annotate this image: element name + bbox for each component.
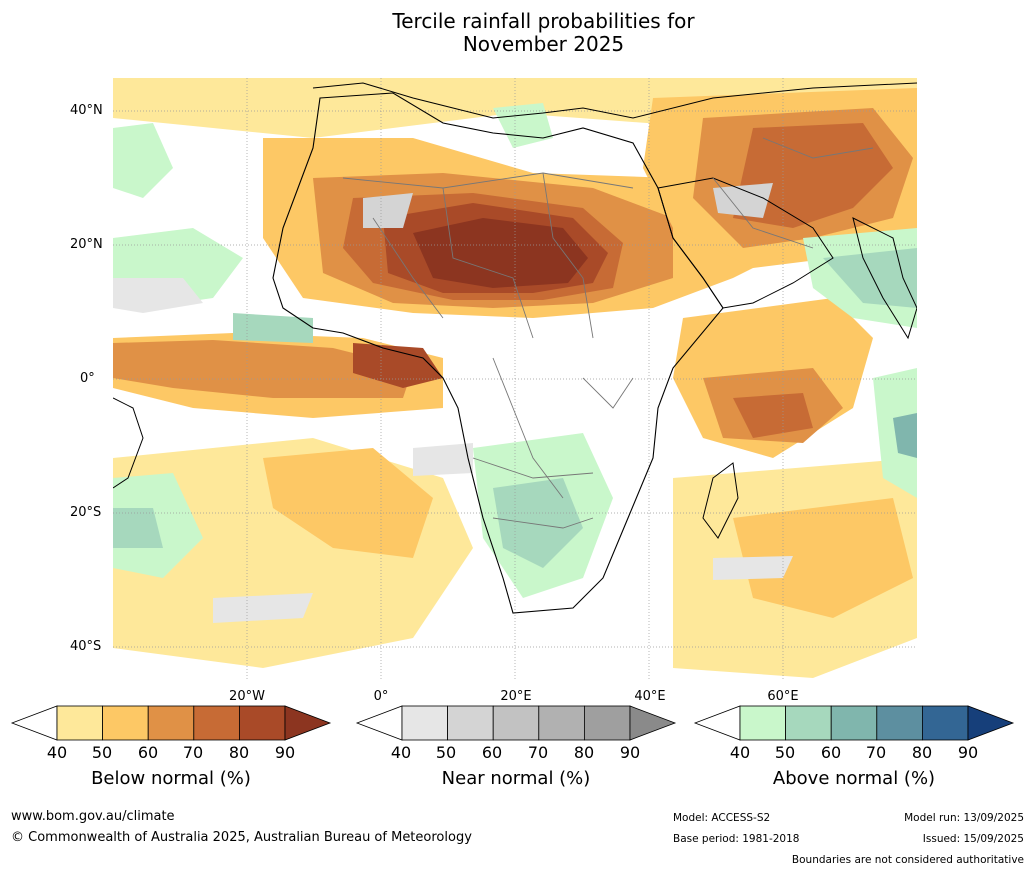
tick: 40 <box>729 743 751 762</box>
tick: 90 <box>619 743 641 762</box>
africa-coastline <box>272 92 724 614</box>
colorbar-segment <box>830 705 878 741</box>
below-normal-title: Below normal (%) <box>91 768 251 789</box>
disclaimer-text: Boundaries are not considered authoritat… <box>791 854 1024 866</box>
lat-label-20n: 20°N <box>70 237 103 252</box>
lat-label-20s: 20°S <box>70 505 102 520</box>
base-period-text: Base period: 1981-2018 <box>673 833 800 845</box>
colorbar-segment <box>193 705 240 741</box>
colorbar-segment <box>56 705 103 741</box>
colorbar-under-arrow <box>10 705 58 741</box>
colorbar-over-arrow <box>967 705 1015 741</box>
rainfall-probability-map <box>113 78 917 681</box>
above-normal-title: Above normal (%) <box>772 768 936 789</box>
tick: 60 <box>481 743 503 762</box>
tick: 50 <box>435 743 457 762</box>
lat-label-40s: 40°S <box>70 639 102 654</box>
tick: 50 <box>774 743 796 762</box>
colorbar-segment <box>238 705 286 741</box>
near-normal-colorbar <box>355 705 677 741</box>
copyright-text: © Commonwealth of Australia 2025, Austra… <box>11 830 472 845</box>
below-normal-colorbar <box>10 705 332 741</box>
colorbar-segment <box>785 705 832 741</box>
tick: 70 <box>865 743 887 762</box>
model-run-text: Model run: 13/09/2025 <box>904 812 1024 824</box>
colorbar-segment <box>447 705 494 741</box>
tick: 70 <box>182 743 204 762</box>
near-normal-title: Near normal (%) <box>441 768 591 789</box>
tick: 80 <box>911 743 933 762</box>
colorbar-segment <box>147 705 195 741</box>
tick: 80 <box>573 743 595 762</box>
tick: 90 <box>957 743 979 762</box>
colorbar-segment <box>492 705 540 741</box>
colorbar-segment <box>401 705 448 741</box>
map-svg <box>113 78 917 681</box>
colorbar-over-arrow <box>629 705 677 741</box>
lon-label-0: 0° <box>373 689 389 704</box>
colorbar-segment <box>538 705 585 741</box>
title-line-1: Tercile rainfall probabilities for <box>392 9 695 33</box>
tick: 60 <box>820 743 842 762</box>
tick: 40 <box>46 743 68 762</box>
colorbar-segment <box>876 705 923 741</box>
tick: 50 <box>91 743 113 762</box>
model-text: Model: ACCESS-S2 <box>673 812 771 824</box>
tick: 80 <box>228 743 250 762</box>
title-line-2: November 2025 <box>462 32 625 56</box>
colorbar-over-arrow <box>284 705 332 741</box>
colorbar-segment <box>583 705 631 741</box>
tick: 70 <box>527 743 549 762</box>
lat-label-0: 0° <box>80 371 95 386</box>
website-link[interactable]: www.bom.gov.au/climate <box>11 809 175 824</box>
colorbar-segment <box>921 705 969 741</box>
colorbar-segment <box>102 705 149 741</box>
lon-label-20e: 20°E <box>500 689 532 704</box>
lon-label-60e: 60°E <box>767 689 799 704</box>
tick: 60 <box>137 743 159 762</box>
map-title: Tercile rainfall probabilities for Novem… <box>0 10 1035 56</box>
colorbar-segment <box>739 705 786 741</box>
colorbar-under-arrow <box>355 705 403 741</box>
colorbar-under-arrow <box>693 705 741 741</box>
issued-text: Issued: 15/09/2025 <box>922 833 1024 845</box>
tick: 40 <box>390 743 412 762</box>
lon-label-40e: 40°E <box>634 689 666 704</box>
lon-label-20w: 20°W <box>229 689 265 704</box>
lat-label-40n: 40°N <box>70 103 103 118</box>
above-normal-colorbar <box>693 705 1015 741</box>
tick: 90 <box>274 743 296 762</box>
